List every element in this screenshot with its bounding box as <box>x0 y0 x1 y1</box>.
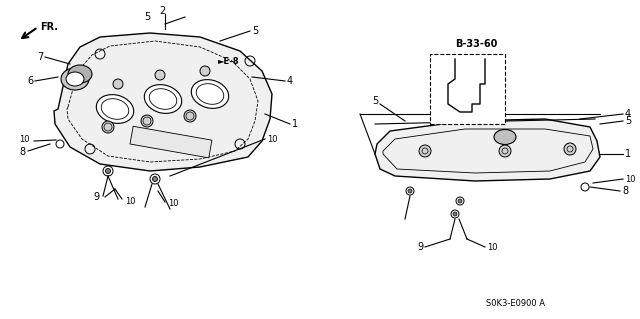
Text: 10: 10 <box>168 199 179 209</box>
Circle shape <box>152 176 157 182</box>
Bar <box>130 126 212 158</box>
Text: 10: 10 <box>267 135 278 144</box>
Ellipse shape <box>494 130 516 145</box>
Circle shape <box>419 145 431 157</box>
Circle shape <box>102 121 114 133</box>
Text: 1: 1 <box>292 119 298 129</box>
Text: 5: 5 <box>625 116 631 126</box>
Text: 5: 5 <box>372 96 378 106</box>
Text: 8: 8 <box>19 147 25 157</box>
Text: 9: 9 <box>417 242 423 252</box>
Circle shape <box>155 70 165 80</box>
Circle shape <box>141 115 153 127</box>
Text: 10: 10 <box>125 197 136 205</box>
Ellipse shape <box>96 95 134 123</box>
Text: FR.: FR. <box>40 22 58 32</box>
Text: 10: 10 <box>19 135 30 144</box>
Ellipse shape <box>149 89 177 109</box>
Ellipse shape <box>144 85 182 113</box>
Circle shape <box>106 168 111 174</box>
Circle shape <box>200 66 210 76</box>
Text: 10: 10 <box>625 174 636 183</box>
Text: 9: 9 <box>94 192 100 202</box>
Circle shape <box>453 212 457 216</box>
Text: 5: 5 <box>144 12 150 22</box>
Circle shape <box>113 79 123 89</box>
Ellipse shape <box>191 80 228 108</box>
Circle shape <box>408 189 412 193</box>
Ellipse shape <box>196 84 224 104</box>
Text: 8: 8 <box>622 186 628 196</box>
Text: B-33-60: B-33-60 <box>455 39 497 49</box>
Text: 5: 5 <box>252 26 259 36</box>
Text: 4: 4 <box>287 76 293 86</box>
Ellipse shape <box>101 99 129 119</box>
Text: 3: 3 <box>485 92 491 102</box>
Ellipse shape <box>66 72 84 86</box>
Circle shape <box>184 110 196 122</box>
Text: S0K3-E0900 A: S0K3-E0900 A <box>486 300 545 308</box>
Circle shape <box>499 145 511 157</box>
Text: 5: 5 <box>436 94 443 104</box>
Text: ►E-8: ►E-8 <box>218 56 239 65</box>
Bar <box>430 54 505 124</box>
Text: 1: 1 <box>625 149 631 159</box>
Polygon shape <box>54 33 272 171</box>
Circle shape <box>564 143 576 155</box>
Text: 6: 6 <box>27 76 33 86</box>
Ellipse shape <box>61 68 89 90</box>
Text: 7: 7 <box>36 52 43 62</box>
Circle shape <box>458 199 462 203</box>
Polygon shape <box>375 119 600 181</box>
Text: 10: 10 <box>487 242 497 251</box>
Ellipse shape <box>68 65 92 83</box>
Text: 2: 2 <box>159 6 165 16</box>
Text: 4: 4 <box>625 109 631 119</box>
